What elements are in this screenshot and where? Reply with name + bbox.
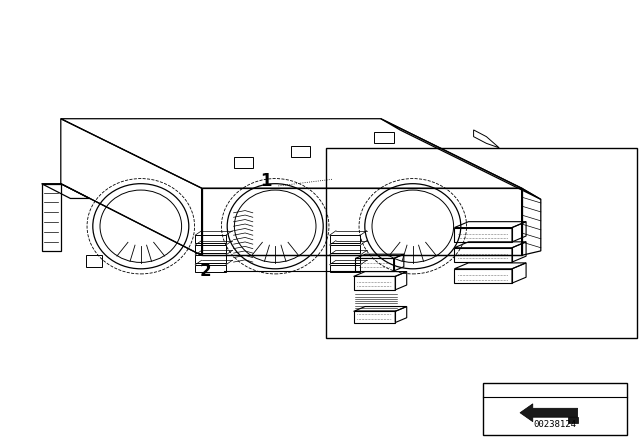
Bar: [330, 235, 360, 243]
Bar: [195, 235, 226, 243]
Bar: [195, 245, 226, 253]
Text: 1: 1: [260, 172, 271, 190]
Bar: [234, 157, 253, 168]
Bar: [326, 148, 637, 338]
Bar: [291, 146, 310, 157]
Bar: [330, 265, 360, 272]
Bar: [195, 265, 226, 272]
Bar: [195, 255, 226, 263]
Bar: [483, 383, 627, 435]
Text: 2: 2: [200, 262, 211, 280]
Polygon shape: [520, 404, 578, 422]
Polygon shape: [568, 417, 578, 423]
Bar: [330, 255, 360, 263]
Bar: [330, 245, 360, 253]
Bar: [374, 132, 394, 143]
Text: 00238124: 00238124: [534, 420, 577, 429]
